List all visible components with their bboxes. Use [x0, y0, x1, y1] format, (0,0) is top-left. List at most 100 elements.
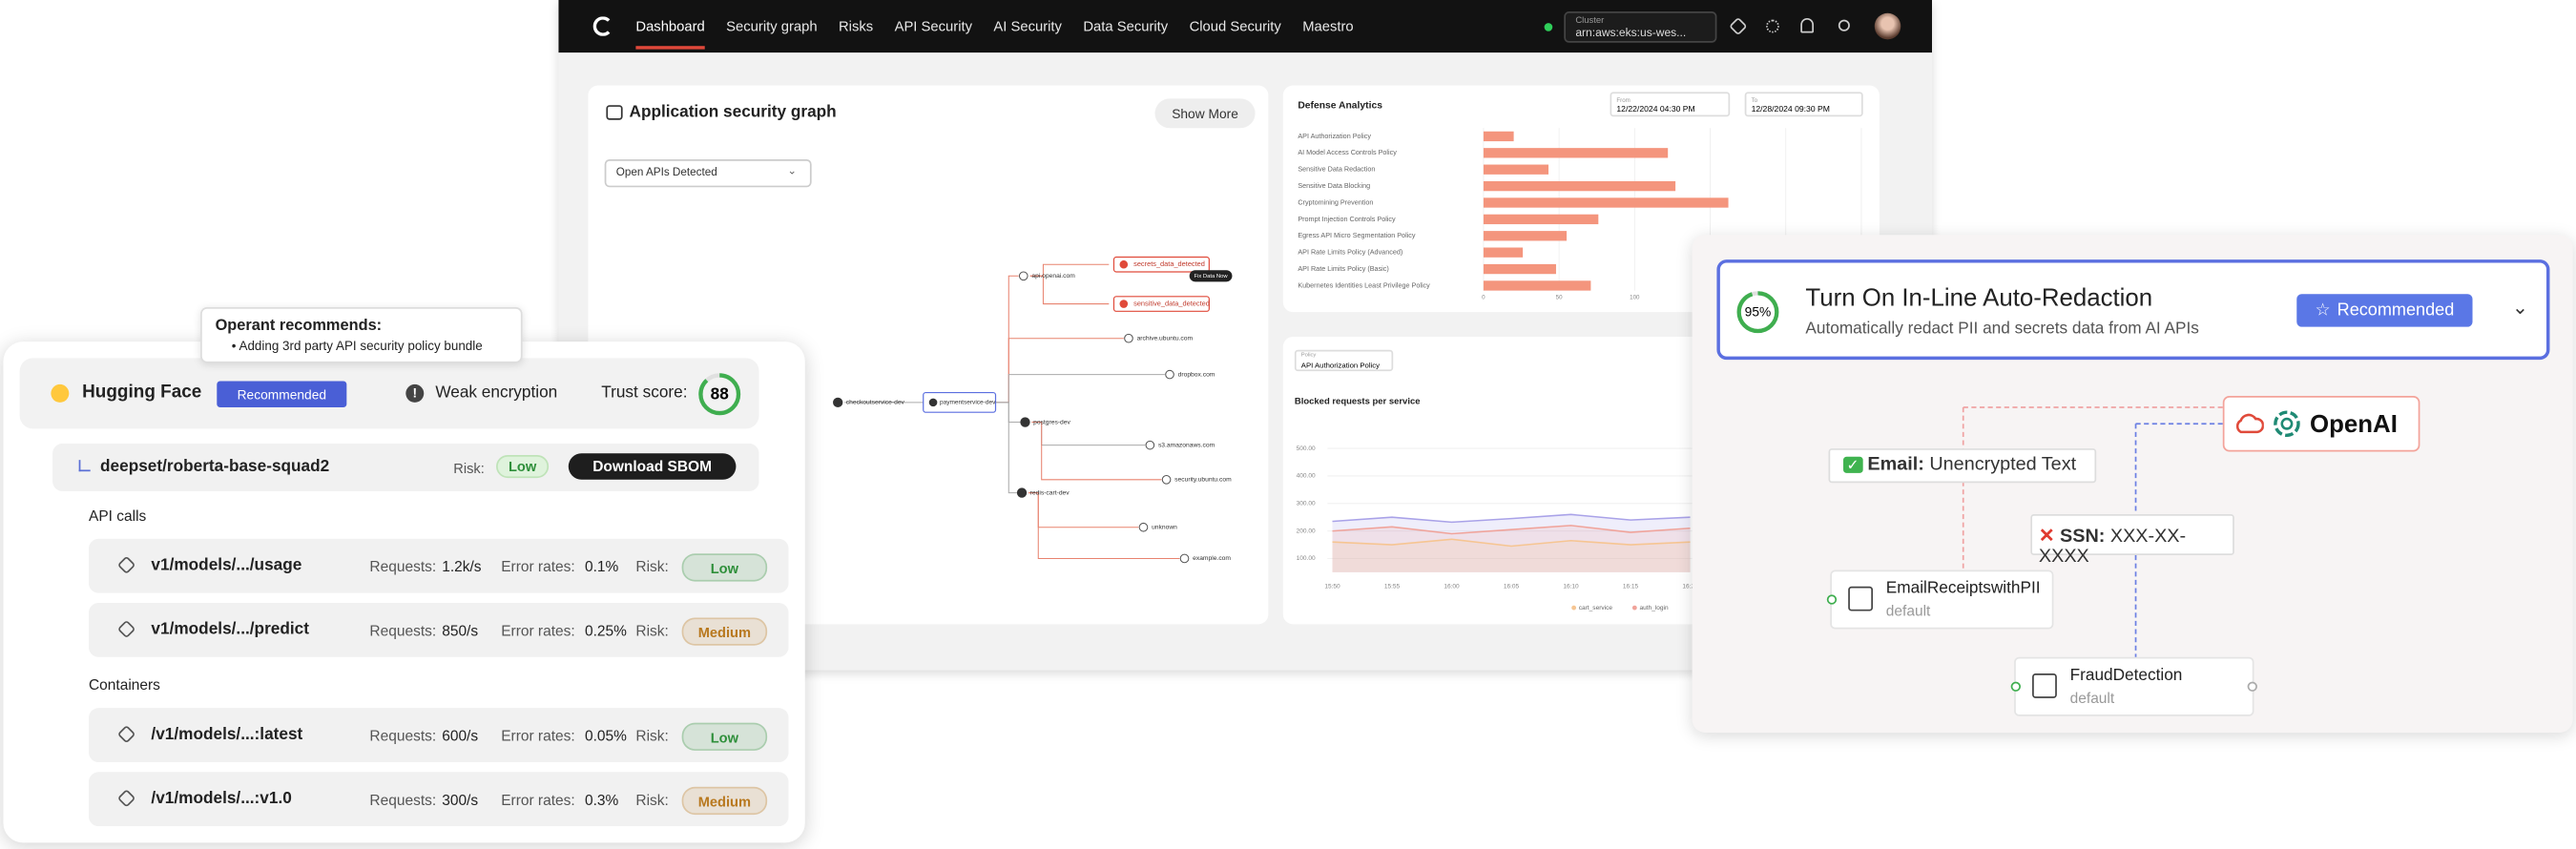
nav-item[interactable]: Maestro	[1302, 17, 1354, 35]
risk-pill: Medium	[681, 617, 768, 646]
nav-item[interactable]: Cloud Security	[1189, 17, 1281, 35]
defense-title: Defense Analytics	[1298, 101, 1382, 113]
policy-dropdown[interactable]: Policy API Authorization Policy	[1294, 349, 1394, 372]
bar	[1483, 197, 1729, 208]
series-area	[1332, 525, 1691, 572]
cloud-node	[1124, 333, 1133, 343]
y-tick-label: API Rate Limits Policy (Basic)	[1298, 264, 1388, 273]
y-tick-label: Prompt Injection Controls Policy	[1298, 215, 1396, 223]
port-dot	[2010, 681, 2021, 692]
cross-icon: ✕	[2038, 527, 2055, 548]
recommended-badge[interactable]: Recommended	[217, 381, 347, 408]
ssn-label: SSN:	[2060, 527, 2106, 548]
provider-icon	[51, 383, 70, 403]
error-label: Error rates:	[501, 622, 575, 639]
x-tick-label: 15:50	[1324, 583, 1340, 590]
cluster-select[interactable]: Cluster arn:aws:eks:us-wes...	[1564, 11, 1717, 43]
port-dot	[2247, 681, 2257, 692]
nav-item[interactable]: AI Security	[993, 17, 1062, 35]
link-icon	[116, 724, 136, 744]
bar	[1483, 164, 1549, 175]
chevron: ⌄	[787, 165, 798, 177]
service-namespace: default	[1885, 602, 1931, 620]
avatar[interactable]	[1874, 12, 1901, 40]
trust-label: Trust score:	[601, 383, 688, 403]
graph-edge	[995, 402, 1021, 424]
to-picker[interactable]: To 12/28/2024 09:30 PM	[1744, 92, 1863, 117]
nav-item[interactable]: Dashboard	[635, 3, 705, 50]
service-node	[1016, 487, 1028, 498]
settings-icon[interactable]	[1766, 19, 1779, 33]
download-button[interactable]: Download SBOM	[568, 453, 737, 480]
resource-path: /v1/models/...:v1.0	[151, 790, 292, 809]
y-tick-label: Sensitive Data Redaction	[1298, 165, 1375, 174]
graph-edge	[1031, 422, 1162, 481]
nav-item[interactable]: Security graph	[726, 17, 818, 35]
nav-item[interactable]: API Security	[894, 17, 973, 35]
alert-dot	[1119, 300, 1129, 308]
tooltip-text: Adding 3rd party API security policy bun…	[239, 338, 483, 354]
risk-pill: Low	[681, 553, 768, 582]
model-card: Hugging Face Recommended ! Weak encrypti…	[3, 342, 805, 843]
progress-ring: 95%	[1736, 291, 1779, 334]
bell-icon[interactable]	[1800, 17, 1815, 33]
error-label: Error rates:	[501, 727, 575, 745]
service-box	[923, 391, 997, 413]
x-tick-label: 16:15	[1623, 583, 1639, 590]
y-tick-label: 300.00	[1297, 501, 1316, 507]
y-tick-label: AI Model Access Controls Policy	[1298, 148, 1397, 156]
filter-dropdown[interactable]: Open APIs Detected ⌄	[604, 159, 812, 188]
cluster-value: arn:aws:eks:us-wes...	[1575, 28, 1687, 40]
graph-icon	[606, 105, 623, 120]
port-dot	[1826, 594, 1838, 605]
bar	[1483, 180, 1676, 192]
from-picker[interactable]: From 12/22/2024 04:30 PM	[1610, 92, 1731, 117]
graph-edge	[995, 374, 1165, 404]
nav-item[interactable]: Data Security	[1083, 17, 1169, 35]
risk-pill: Low	[681, 722, 768, 751]
rec-subtitle: Automatically redact PII and secrets dat…	[1805, 320, 2199, 339]
show-more-button[interactable]: Show More	[1154, 98, 1256, 129]
service-namespace: default	[2069, 690, 2115, 707]
bar	[1483, 263, 1556, 275]
requests-value: 1.2k/s	[442, 558, 482, 575]
provider-name: Hugging Face	[82, 383, 202, 403]
risk-label: Risk:	[635, 791, 669, 809]
requests-value: 600/s	[442, 727, 479, 745]
bar	[1483, 148, 1669, 158]
service-node: EmailReceiptswithPII default	[1826, 569, 2054, 630]
logo	[592, 16, 613, 36]
bar	[1483, 214, 1599, 225]
node-label: redis-cart-dev	[1030, 489, 1070, 496]
node-label: postgres-dev	[1033, 419, 1070, 425]
link-icon	[116, 555, 136, 575]
x-tick-label: 50	[1556, 294, 1563, 300]
cloud-node	[1165, 369, 1174, 380]
node-label: checkoutservice-dev	[846, 400, 905, 406]
service-node	[833, 397, 843, 408]
policy-label: Policy	[1300, 351, 1317, 359]
alert-node	[1112, 296, 1210, 312]
x-tick-label: 100	[1630, 294, 1640, 300]
fix-pill	[1189, 270, 1233, 282]
policy-value: API Authorization Policy	[1300, 360, 1381, 369]
service-node: FraudDetection default	[2010, 656, 2257, 716]
search-icon[interactable]	[1838, 19, 1850, 31]
from-label: From	[1616, 96, 1631, 104]
from-value: 12/22/2024 04:30 PM	[1616, 105, 1695, 115]
bar	[1483, 280, 1591, 291]
ring-progress	[1736, 291, 1779, 334]
ring-progress	[698, 373, 741, 416]
rec-button[interactable]: ☆ Recommended	[2296, 294, 2473, 327]
expand-chevron[interactable]: ⌄	[2511, 295, 2529, 320]
rec-title: Turn On In-Line Auto-Redaction	[1805, 283, 2153, 313]
resource-row: /v1/models/...:latest Requests: 600/s Error…	[88, 708, 789, 762]
trust-score: 88	[711, 384, 730, 404]
resource-path: /v1/models/...:latest	[151, 726, 303, 745]
node-label: example.com	[1193, 555, 1231, 562]
node-label: api.openai.com	[1031, 273, 1075, 280]
nav-item[interactable]: Risks	[838, 17, 874, 35]
link-icon	[116, 619, 136, 639]
y-tick-label: 200.00	[1297, 528, 1316, 534]
